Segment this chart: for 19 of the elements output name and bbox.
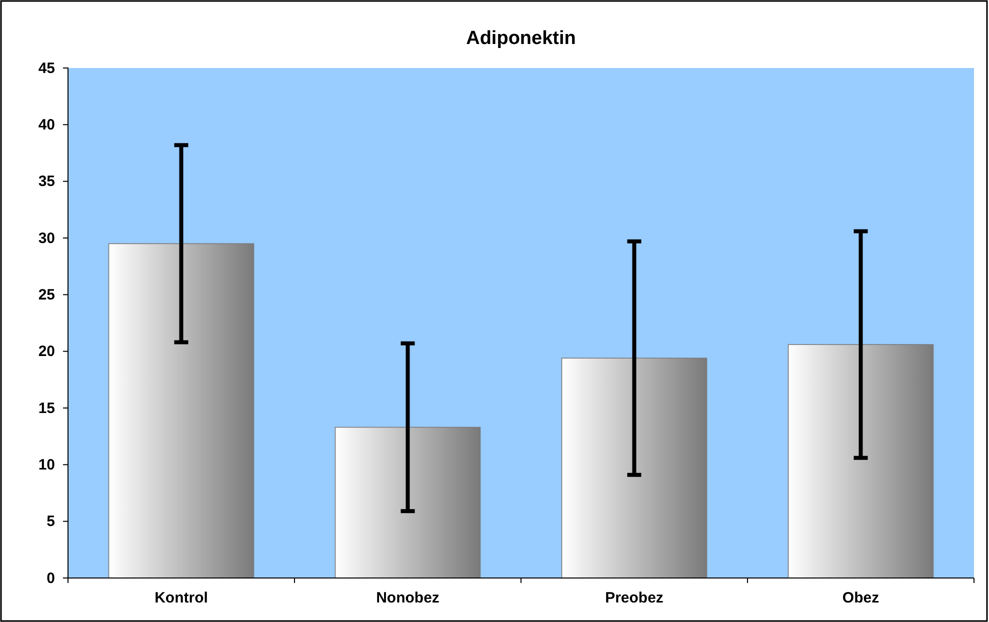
bar: [108, 243, 254, 578]
y-tick-label: 10: [38, 456, 55, 474]
bar: [334, 426, 481, 578]
y-tick-label: 45: [38, 60, 55, 77]
x-tick-label: Nonobez: [376, 590, 440, 607]
bar: [788, 344, 934, 578]
y-tick-label: 35: [38, 173, 55, 190]
bar: [561, 358, 708, 578]
y-tick-label: 5: [46, 513, 55, 530]
y-tick-label: 30: [38, 230, 55, 247]
chart-title: Adiponektin: [466, 28, 576, 49]
x-tick-label: Obez: [842, 590, 880, 607]
y-tick-label: 25: [38, 286, 55, 304]
y-tick-label: 15: [38, 400, 55, 417]
y-tick-label: 40: [38, 116, 55, 134]
x-tick-label: Preobez: [605, 590, 664, 607]
y-tick-label: 0: [46, 570, 55, 587]
x-tick-label: Kontrol: [154, 590, 208, 607]
y-tick-label: 20: [38, 343, 55, 360]
